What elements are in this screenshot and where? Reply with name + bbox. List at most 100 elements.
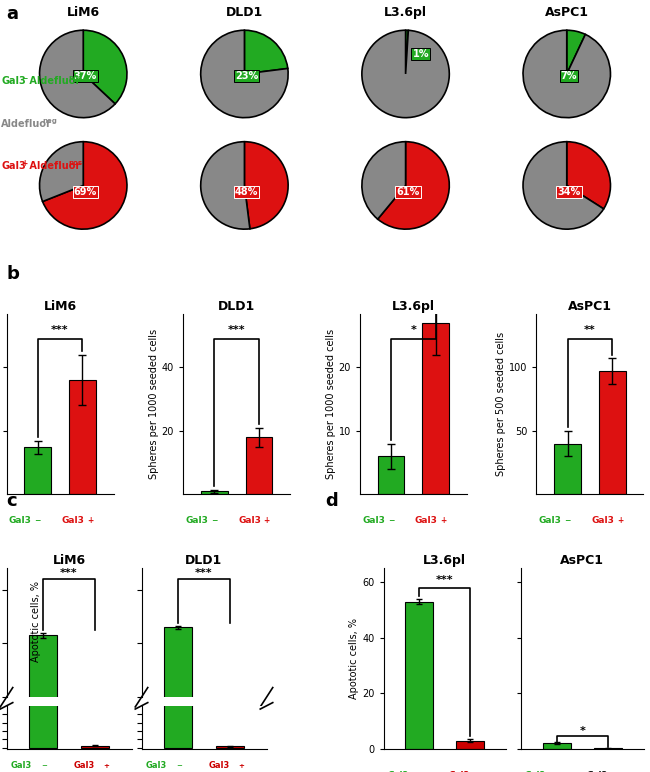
Text: −: − — [387, 516, 394, 526]
Text: Gal3: Gal3 — [362, 516, 385, 526]
Text: 48%: 48% — [235, 187, 258, 197]
Wedge shape — [244, 30, 288, 74]
Text: Apototic cells, %: Apototic cells, % — [31, 581, 41, 662]
Wedge shape — [201, 30, 288, 117]
Wedge shape — [362, 30, 449, 117]
Wedge shape — [567, 30, 586, 74]
Bar — [24, 448, 51, 494]
Bar — [554, 444, 581, 494]
Text: −: − — [21, 74, 28, 83]
Title: L3.6pl: L3.6pl — [392, 300, 435, 313]
Wedge shape — [523, 30, 610, 117]
Text: **: ** — [584, 326, 596, 336]
Text: 34%: 34% — [557, 187, 580, 197]
Text: Gal3: Gal3 — [415, 516, 437, 526]
Title: DLD1: DLD1 — [218, 300, 255, 313]
Text: +: + — [440, 516, 447, 526]
Text: ***: *** — [436, 575, 454, 585]
Title: DLD1: DLD1 — [226, 6, 263, 19]
Text: 37%: 37% — [74, 71, 97, 81]
Title: L3.6pl: L3.6pl — [384, 6, 427, 19]
Text: Gal3: Gal3 — [539, 516, 562, 526]
Y-axis label: Spheres per 1000 seeded cells: Spheres per 1000 seeded cells — [326, 329, 335, 479]
Bar — [29, 401, 57, 747]
Text: Gal3: Gal3 — [1, 76, 26, 86]
Text: Gal3: Gal3 — [62, 516, 84, 526]
Wedge shape — [43, 142, 127, 229]
Text: a: a — [6, 5, 18, 23]
Bar — [69, 380, 96, 494]
Text: Aldefluor: Aldefluor — [26, 76, 80, 86]
Text: Gal3: Gal3 — [525, 770, 546, 772]
Text: −: − — [41, 764, 47, 769]
Y-axis label: Apototic cells, %: Apototic cells, % — [349, 618, 359, 699]
Text: Gal3: Gal3 — [592, 516, 614, 526]
Text: −: − — [34, 516, 41, 526]
Bar — [422, 323, 449, 494]
Text: ***: *** — [195, 567, 213, 577]
Bar — [378, 456, 404, 494]
Bar — [456, 740, 484, 749]
Text: Gal3: Gal3 — [186, 516, 209, 526]
Wedge shape — [406, 30, 408, 74]
Text: Gal3: Gal3 — [449, 770, 470, 772]
Bar — [543, 743, 571, 749]
Text: pos: pos — [68, 160, 83, 166]
Text: Gal3: Gal3 — [238, 516, 261, 526]
Title: DLD1: DLD1 — [185, 554, 222, 567]
Text: 1%: 1% — [413, 49, 429, 59]
Text: Aldefluor: Aldefluor — [1, 119, 52, 128]
Text: ***: *** — [228, 326, 246, 336]
Bar — [81, 746, 109, 747]
Text: 23%: 23% — [235, 71, 258, 81]
Text: 69%: 69% — [74, 187, 97, 197]
Text: c: c — [6, 492, 17, 510]
Title: AsPC1: AsPC1 — [545, 6, 589, 19]
Text: ***: *** — [60, 567, 78, 577]
Text: +: + — [239, 764, 244, 769]
Text: 61%: 61% — [396, 187, 419, 197]
Title: AsPC1: AsPC1 — [560, 554, 604, 567]
Wedge shape — [567, 142, 610, 209]
Bar — [29, 635, 57, 772]
Text: *: * — [410, 326, 416, 336]
Title: AsPC1: AsPC1 — [568, 300, 612, 313]
Bar — [164, 388, 192, 747]
Wedge shape — [523, 142, 604, 229]
Text: ***: *** — [51, 326, 69, 336]
Text: +: + — [21, 159, 28, 168]
Bar — [201, 491, 227, 494]
Title: LiM6: LiM6 — [53, 554, 86, 567]
Text: Gal3: Gal3 — [11, 761, 32, 770]
Text: Gal3: Gal3 — [1, 161, 26, 171]
Title: L3.6pl: L3.6pl — [423, 554, 466, 567]
Text: +: + — [87, 516, 93, 526]
Wedge shape — [378, 142, 449, 229]
Wedge shape — [83, 30, 127, 104]
Text: −: − — [176, 764, 182, 769]
Title: LiM6: LiM6 — [67, 6, 100, 19]
Text: +: + — [617, 516, 623, 526]
Wedge shape — [201, 142, 250, 229]
Text: Gal3: Gal3 — [387, 770, 409, 772]
Wedge shape — [40, 142, 83, 201]
Wedge shape — [40, 30, 115, 117]
Y-axis label: Spheres per 1000 seeded cells: Spheres per 1000 seeded cells — [149, 329, 159, 479]
Bar — [599, 371, 626, 494]
Bar — [164, 628, 192, 772]
Text: neg: neg — [42, 118, 57, 124]
Text: *: * — [579, 726, 585, 736]
Bar — [405, 601, 434, 749]
Text: d: d — [325, 492, 338, 510]
Bar — [246, 437, 272, 494]
Text: Gal3: Gal3 — [586, 770, 608, 772]
Wedge shape — [244, 142, 288, 229]
Title: LiM6: LiM6 — [44, 300, 77, 313]
Text: +: + — [103, 764, 109, 769]
Text: Aldefluor: Aldefluor — [26, 161, 80, 171]
Text: +: + — [263, 516, 270, 526]
Wedge shape — [362, 142, 406, 219]
Text: Gal3: Gal3 — [9, 516, 32, 526]
Text: Gal3: Gal3 — [73, 761, 95, 770]
Y-axis label: Spheres per 500 seeded cells: Spheres per 500 seeded cells — [496, 332, 506, 476]
